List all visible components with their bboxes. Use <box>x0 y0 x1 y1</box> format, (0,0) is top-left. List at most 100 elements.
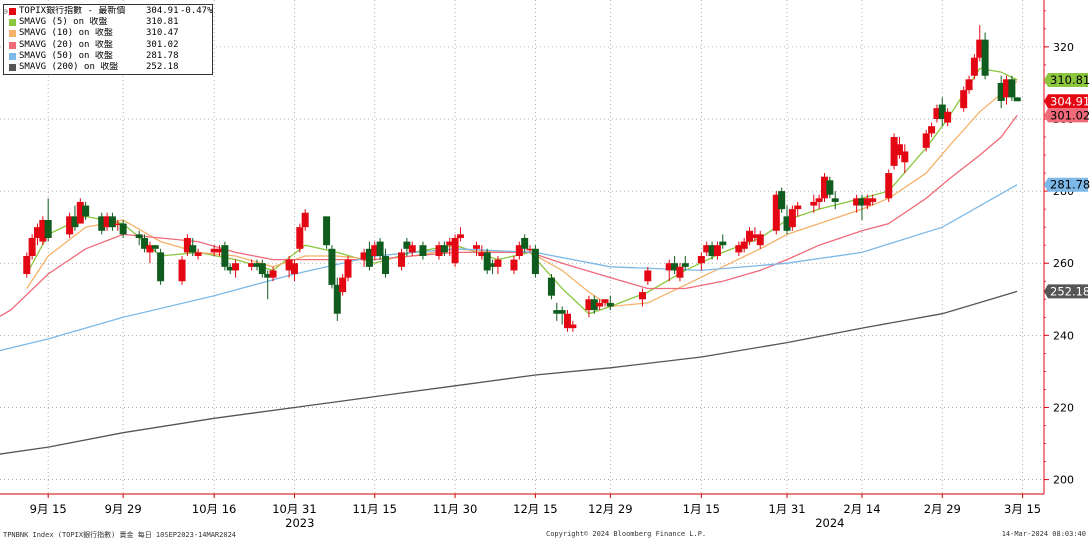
candle <box>290 259 298 282</box>
candle <box>216 245 224 257</box>
candle-body <box>970 57 978 76</box>
legend-swatch <box>9 41 16 49</box>
candle <box>108 212 116 231</box>
candle <box>264 270 272 300</box>
candle-body <box>676 266 684 278</box>
candle <box>601 299 609 307</box>
candle <box>28 234 36 260</box>
candle-body <box>981 39 989 76</box>
candle <box>831 191 839 210</box>
legend-item-value: 304.91 <box>146 6 179 16</box>
candle-body <box>290 263 298 275</box>
candle-body <box>960 90 968 109</box>
candle <box>665 259 673 282</box>
candle <box>456 227 464 242</box>
candle <box>146 241 154 264</box>
candle <box>558 306 566 325</box>
candle <box>194 248 202 260</box>
candle-body <box>103 216 111 228</box>
candle-body <box>98 216 106 231</box>
candle-body <box>858 198 866 206</box>
candle <box>708 241 716 260</box>
candle-body <box>746 230 754 242</box>
candle <box>39 216 47 246</box>
legend-swatch <box>9 30 16 38</box>
legend-item: TOPIX銀行指數 - 最新價 304.91 -0.47% <box>6 6 213 17</box>
candle-body <box>922 133 930 148</box>
value-label-bg <box>1044 108 1088 123</box>
candle <box>569 320 577 332</box>
candle-body <box>521 237 529 249</box>
candle <box>82 201 90 220</box>
legend-item-name: SMAVG (50) on 收盤 <box>19 50 113 61</box>
candle <box>671 256 679 275</box>
candle-body <box>606 302 614 307</box>
candle <box>440 241 448 257</box>
candle <box>494 256 502 275</box>
candle-body <box>713 245 721 257</box>
candle-body <box>264 274 272 278</box>
value-label-text: 252.18 <box>1050 284 1090 298</box>
candle-body <box>119 223 127 235</box>
candle <box>478 245 486 260</box>
candle <box>258 259 266 278</box>
candle <box>521 234 529 253</box>
candle <box>435 241 443 260</box>
candle-body <box>478 252 486 257</box>
candle <box>98 212 106 235</box>
candle-body <box>328 248 336 285</box>
candle-body <box>483 252 491 271</box>
x-tick-label: 11月 30 <box>433 502 477 516</box>
candle-body <box>596 302 604 307</box>
candle <box>23 252 31 278</box>
candle <box>606 295 614 311</box>
candle <box>232 259 240 278</box>
candle-body <box>1003 79 1011 98</box>
candle-body <box>756 234 764 246</box>
candle-body <box>531 248 539 275</box>
candle-body <box>1013 97 1021 102</box>
candle <box>853 194 861 213</box>
candle-body <box>708 245 716 257</box>
candle <box>376 237 384 260</box>
legend-item-value: 301.02 <box>146 39 179 50</box>
legend-swatch <box>9 52 16 60</box>
candle <box>135 230 143 246</box>
candle-body <box>232 263 240 271</box>
candle-body <box>39 219 47 242</box>
date-axis: 9月 15 9月 29 10月 16 10月 31 11月 15 11月 30 12月 15… <box>0 493 1044 530</box>
candle-body <box>194 252 202 257</box>
candle-body <box>285 259 293 271</box>
candle-body <box>788 209 796 228</box>
candle-body <box>23 256 31 275</box>
legend-item-name: SMAVG (200) on 收盤 <box>19 61 119 72</box>
candle-body <box>601 299 609 303</box>
candle-body <box>515 245 523 257</box>
legend-collapse-icon[interactable]: ⊖ <box>3 7 8 16</box>
candle <box>510 256 518 275</box>
candle-body <box>248 263 256 267</box>
candle <box>296 223 304 253</box>
candle <box>981 32 989 80</box>
value-label-text: 281.78 <box>1050 178 1090 192</box>
candle <box>269 266 277 282</box>
value-label-bg <box>1044 94 1088 109</box>
x-tick-label: 2月 14 <box>843 502 880 516</box>
candle <box>895 137 903 159</box>
x-tick-label: 10月 16 <box>192 502 236 516</box>
value-label-text: 301.02 <box>1050 108 1090 122</box>
candle <box>590 295 598 314</box>
candle <box>76 198 84 224</box>
candle-body <box>28 237 36 257</box>
candle <box>531 245 539 278</box>
candle-body <box>938 104 946 119</box>
candle <box>301 209 309 231</box>
candle <box>515 241 523 260</box>
series-line <box>0 184 1018 352</box>
candle <box>740 237 748 253</box>
value-label-bg <box>1044 73 1088 88</box>
candle-body <box>33 227 41 238</box>
candle-body <box>928 126 936 134</box>
candle-body <box>339 277 347 293</box>
